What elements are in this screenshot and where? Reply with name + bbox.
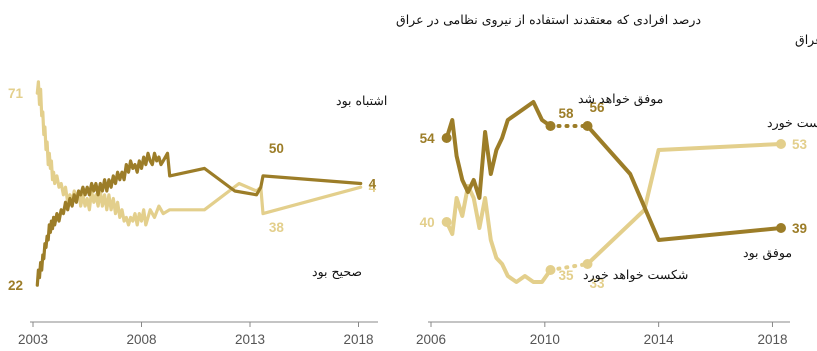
right-chart: درصدی که معتقدند آمریکا در رسیدن به اهدا… [416,31,817,347]
left-end-value-label: 4 [369,176,377,191]
right-end-value-label: 35 [559,268,575,283]
right-annotation-failed: شکست خورد [767,115,817,131]
right-series-end-dot [776,223,786,233]
right-series-start-dot [582,259,593,269]
left-tick-label: 2003 [18,332,48,347]
left-mid-value-label: 50 [269,141,284,156]
left-mid-value-label: 38 [269,220,285,235]
right-series-line [444,100,553,200]
left-tick-label: 2018 [343,332,373,347]
right-series-start-dot [582,121,593,131]
left-start-value-label: 22 [8,278,23,293]
right-series-line [585,124,783,242]
left-series-line [35,80,363,227]
right-start-value-label: 56 [590,100,606,115]
right-annotation-will-succeed: موفق خواهد شد [578,91,663,107]
right-end-value-label: 58 [559,106,575,121]
left-series-line [35,151,363,287]
left-tick-label: 2013 [235,332,265,347]
left-series-layer [35,80,363,287]
left-chart: درصد افرادی که معتقدند استفاده از نیروی … [8,12,701,347]
right-end-value-label: 53 [792,137,808,152]
left-end-value-label: 4 [369,180,377,195]
right-start-value-label: 40 [420,215,435,230]
right-chart-title: درصدی که معتقدند آمریکا در رسیدن به اهدا… [795,31,817,48]
right-annotation-will-fail: شکست خواهد خورد [583,267,688,283]
right-series-end-dot [545,265,556,275]
right-tick-label: 2010 [530,332,560,347]
left-chart-title: درصد افرادی که معتقدند استفاده از نیروی … [396,12,701,28]
right-annotation-succeeded: موفق بود [743,245,792,261]
left-tick-label: 2008 [126,332,156,347]
right-x-ticks: 2006 2010 2014 2018 [416,322,787,347]
right-tick-label: 2018 [757,332,787,347]
right-series-line [444,184,553,284]
right-start-value-label: 33 [590,276,606,291]
right-tick-label: 2014 [644,332,675,347]
right-value-labels: 40 35 54 58 33 53 56 39 [420,100,808,291]
left-x-ticks: 2003 2008 2013 2018 [18,322,374,347]
left-annotation-wrong: اشتباه بود [336,93,387,109]
right-series-end-dot [545,121,556,131]
right-end-value-label: 39 [792,221,807,236]
right-series-line [585,142,783,266]
left-value-labels: 71 4 38 22 4 50 [8,86,377,293]
right-series-layer [441,100,786,284]
left-start-value-label: 71 [8,86,24,101]
right-series-end-dot [776,139,786,149]
right-series-start-dot [441,133,452,143]
right-series-dotted-gap [548,262,590,272]
left-annotation-right: صحیح بود [312,264,362,280]
right-series-start-dot [441,217,452,227]
right-tick-label: 2006 [416,332,446,347]
right-start-value-label: 54 [420,131,436,146]
